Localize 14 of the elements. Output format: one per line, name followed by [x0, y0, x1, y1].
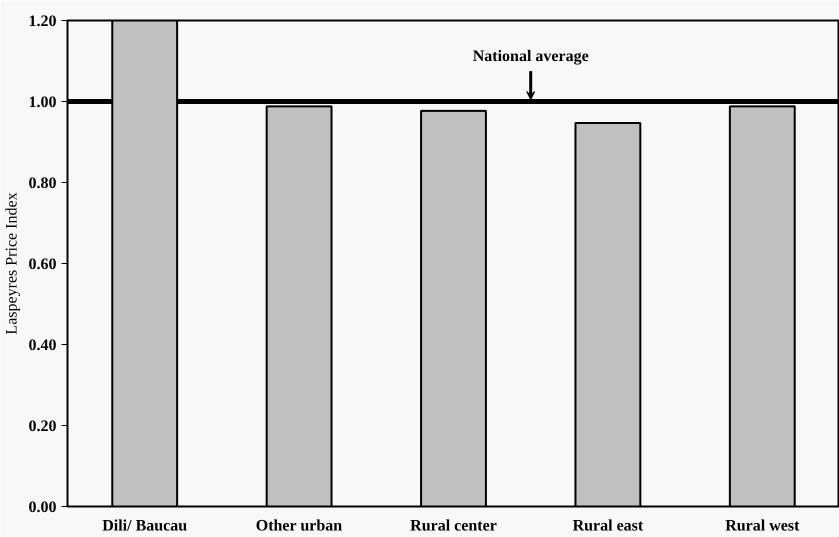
y-tick-label: 0.00: [28, 499, 56, 516]
x-tick-label: Rural west: [725, 518, 800, 534]
x-tick-label: Other urban: [256, 518, 342, 534]
x-tick-label: Dili/ Baucau: [102, 518, 188, 534]
y-axis-title: Laspeyres Price Index: [4, 192, 20, 335]
ref-line-label: National average: [472, 48, 589, 66]
y-tick-label: 1.20: [28, 13, 56, 30]
y-tick-label: 0.40: [28, 337, 56, 354]
y-tick-label: 1.00: [28, 94, 56, 111]
y-tick-label: 0.20: [28, 418, 56, 435]
y-tick-label: 0.60: [28, 256, 56, 273]
y-tick-label: 0.80: [28, 175, 56, 192]
x-tick-label: Rural center: [410, 518, 497, 534]
x-tick-label: Rural east: [572, 518, 644, 534]
